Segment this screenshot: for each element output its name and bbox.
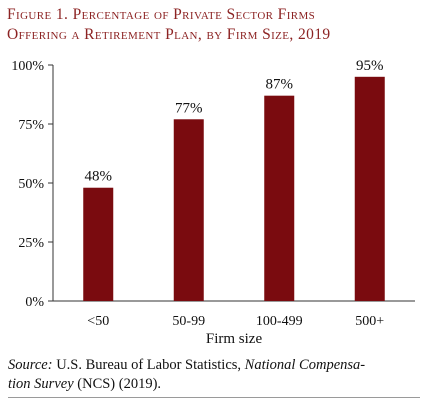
bar [173, 119, 204, 301]
bar [83, 187, 114, 301]
data-label: 77% [175, 100, 203, 116]
bottom-rule [8, 397, 420, 398]
x-tick-label: <50 [87, 314, 109, 329]
figure-title: Figure 1. Percentage of Private Sector F… [7, 5, 423, 45]
y-tick-label: 50% [18, 177, 44, 192]
source-note: Source: U.S. Bureau of Labor Statistics,… [8, 356, 420, 394]
data-label: 95% [356, 58, 384, 74]
x-tick-label: 500+ [355, 314, 384, 329]
source-citation: (NCS) (2019). [73, 376, 162, 392]
figure-title-line-1: Figure 1. Percentage of Private Sector F… [7, 6, 316, 23]
data-label: 87% [266, 77, 294, 93]
source-survey-title-cont: tion Survey [8, 376, 74, 392]
source-organization: U.S. Bureau of Labor Statistics, [52, 357, 245, 373]
x-tick-label: 100-499 [256, 314, 303, 329]
y-tick-label: 75% [18, 118, 44, 133]
source-survey-title: National Compensa- [244, 357, 366, 373]
figure-title-line-2: Offering a Retirement Plan, by Firm Size… [7, 26, 331, 43]
x-tick-label: 50-99 [172, 314, 205, 329]
y-tick-label: 0% [25, 295, 44, 310]
y-tick-label: 25% [18, 236, 44, 251]
bar [264, 95, 295, 302]
bar [354, 76, 385, 301]
x-axis-title: Firm size [206, 331, 263, 347]
source-label: Source: [8, 357, 53, 373]
bar-chart: 0% 25% 50% 75% 100% 48% <50 77% 50-99 87% 100-499 9… [11, 58, 415, 347]
y-tick-label: 100% [11, 59, 44, 74]
data-label: 48% [85, 169, 113, 185]
